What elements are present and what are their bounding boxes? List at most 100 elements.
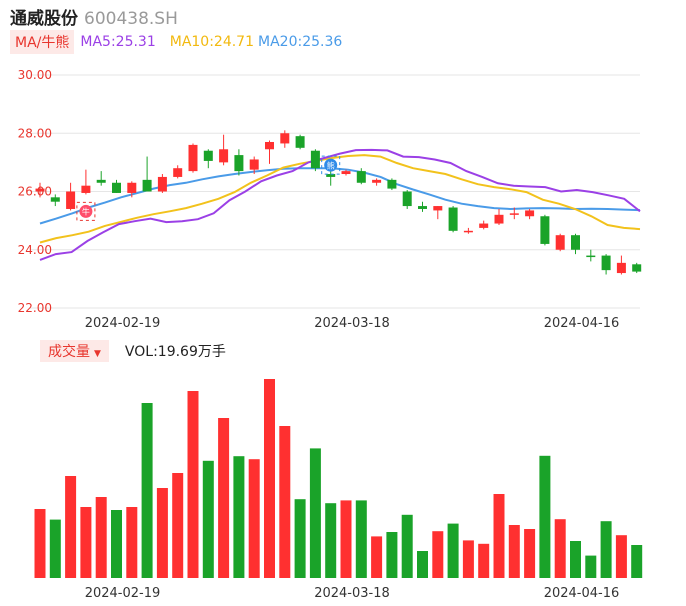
candle <box>601 254 611 275</box>
volume-value: VOL:19.69万手 <box>124 344 226 360</box>
date-axis: 2024-02-19 2024-03-18 2024-04-16 <box>85 316 620 331</box>
volume-indicator-label: 成交量 <box>48 344 90 360</box>
stock-code: 600438.SH <box>84 9 178 29</box>
volume-bar <box>111 510 122 578</box>
volume-bar <box>80 507 92 578</box>
candle <box>479 220 489 230</box>
candle-body <box>616 262 626 274</box>
candle <box>295 134 305 150</box>
candle-body <box>81 185 91 193</box>
volume-bar <box>355 500 367 578</box>
candle-body <box>479 223 489 228</box>
y-tick-label: 24.00 <box>18 243 52 257</box>
volume-bar <box>218 418 230 578</box>
volume-bar <box>202 460 214 578</box>
volume-indicator-selector[interactable]: 成交量 ▼ <box>40 340 109 362</box>
volume-bar <box>401 514 413 578</box>
candle <box>571 233 580 255</box>
volume-bar <box>615 535 627 578</box>
x-tick-label: 2024-04-16 <box>544 316 620 331</box>
candle-body <box>448 207 458 231</box>
x-tick-label: 2024-04-16 <box>544 586 620 601</box>
candle <box>356 168 366 185</box>
candle-body <box>142 179 152 192</box>
marker-label: 牛 <box>82 207 90 217</box>
candle <box>219 134 229 166</box>
y-tick-label: 30.00 <box>18 68 52 82</box>
ma10-value: MA10:24.71 <box>169 34 255 50</box>
candle-body <box>586 255 596 258</box>
candle <box>203 149 213 169</box>
volume-bar <box>156 488 168 578</box>
candle <box>127 181 137 198</box>
candle-body <box>601 255 611 271</box>
volume-bar <box>34 509 46 578</box>
candle <box>494 208 504 225</box>
candle-body <box>35 188 45 192</box>
volume-bar <box>524 529 536 578</box>
candle <box>310 149 320 172</box>
candle <box>188 143 198 173</box>
stock-title: 通威股份 600438.SH <box>10 4 178 29</box>
candle-body <box>203 150 213 161</box>
candle-body <box>157 176 167 192</box>
candle-body <box>387 179 397 189</box>
candle-body <box>632 264 642 272</box>
volume-bar <box>49 519 61 578</box>
ma-indicator-selector[interactable]: MA/牛熊 <box>10 30 75 54</box>
y-tick-label: 28.00 <box>18 126 52 140</box>
candle-body <box>525 210 535 217</box>
candle-body <box>418 206 427 209</box>
candle <box>555 233 565 252</box>
candle <box>616 255 626 275</box>
candle <box>96 171 106 186</box>
volume-bar <box>172 473 184 578</box>
bear-marker: 熊 <box>321 155 341 175</box>
bull-marker: 牛 <box>76 201 96 221</box>
candle-body <box>555 235 565 250</box>
signal-markers: 牛熊 <box>76 155 341 221</box>
candle <box>50 194 60 207</box>
volume-date-axis: 2024-02-19 2024-03-18 2024-04-16 <box>85 586 620 601</box>
volume-bar <box>141 403 153 578</box>
volume-bar <box>294 499 306 578</box>
marker-frame <box>321 155 341 175</box>
candle-body <box>402 191 412 207</box>
candle <box>142 156 152 192</box>
candle-body <box>571 235 580 250</box>
moving-average-lines <box>39 148 641 261</box>
volume-bar <box>570 541 581 578</box>
marker-badge <box>324 158 338 172</box>
volume-bar <box>585 555 597 578</box>
candle <box>280 130 290 148</box>
candle <box>81 169 91 195</box>
volume-bar <box>539 455 551 578</box>
candle <box>586 249 596 262</box>
volume-bar <box>264 379 275 578</box>
candle-body <box>509 213 519 215</box>
stock-name: 通威股份 <box>10 9 78 29</box>
candle <box>448 206 458 233</box>
price-gridlines <box>30 74 640 309</box>
candle <box>66 182 76 211</box>
candle <box>372 178 382 186</box>
candle <box>463 227 473 234</box>
price-axis: 30.00 28.00 26.00 24.00 22.00 <box>18 68 52 315</box>
y-tick-label: 22.00 <box>18 301 52 315</box>
candle <box>249 156 259 175</box>
volume-bar <box>233 456 245 578</box>
volume-bar <box>493 494 505 578</box>
x-tick-label: 2024-03-18 <box>314 586 390 601</box>
x-tick-label: 2024-02-19 <box>85 586 161 601</box>
volume-bar <box>309 448 321 578</box>
candle <box>112 179 121 193</box>
candle-body <box>234 155 244 172</box>
volume-bar <box>462 540 474 578</box>
volume-legend: 成交量 ▼ VOL:19.69万手 <box>40 340 226 362</box>
volume-bar <box>95 497 107 578</box>
volume-bar <box>447 523 459 578</box>
candle <box>341 169 351 176</box>
candle <box>326 171 336 186</box>
candle <box>157 174 167 193</box>
candle-body <box>295 136 305 148</box>
